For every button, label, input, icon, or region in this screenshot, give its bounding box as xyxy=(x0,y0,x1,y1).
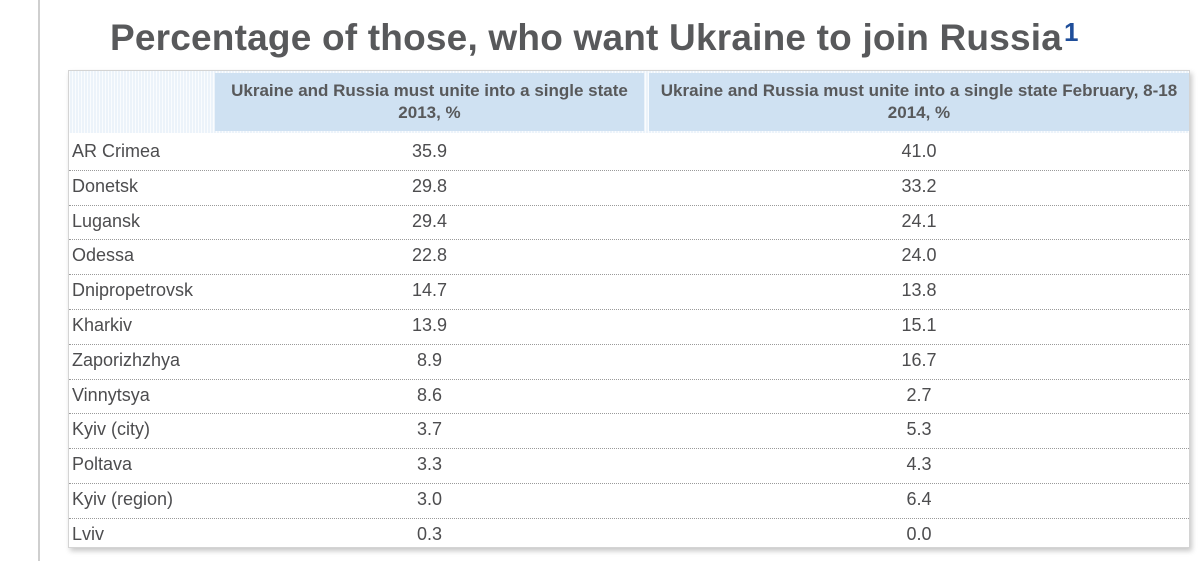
region-cell: Odessa xyxy=(72,245,135,266)
column-header-2013: Ukraine and Russia must unite into a sin… xyxy=(215,73,644,131)
value-2014-cell: 0.0 xyxy=(906,523,932,544)
data-table: Ukraine and Russia must unite into a sin… xyxy=(68,70,1190,548)
value-2014-cell: 2.7 xyxy=(906,384,932,405)
chart-title: Percentage of those, who want Ukraine to… xyxy=(110,14,1190,62)
value-2014-cell: 13.8 xyxy=(901,280,937,301)
value-2013-cell: 0.3 xyxy=(416,523,443,544)
value-2014-cell: 5.3 xyxy=(906,419,932,440)
value-2013-cell: 3.7 xyxy=(416,419,443,440)
region-cell: Dnipropetrovsk xyxy=(72,280,194,301)
value-2014-cell: 16.7 xyxy=(901,349,937,370)
left-border-line xyxy=(38,0,40,561)
table-row: Zaporizhzhya 8.9 16.7 xyxy=(69,345,1189,380)
region-cell: Lviv xyxy=(72,523,105,544)
table-row: Vinnytsya 8.6 2.7 xyxy=(69,380,1189,415)
value-2014-cell: 15.1 xyxy=(901,314,937,335)
value-2014-cell: 33.2 xyxy=(901,175,937,196)
table-row: Lviv 0.3 0.0 xyxy=(69,519,1189,554)
value-2013-cell: 22.8 xyxy=(411,245,448,266)
value-2013-cell: 29.4 xyxy=(411,210,448,231)
value-2013-cell: 3.0 xyxy=(416,488,443,509)
region-cell: Poltava xyxy=(72,454,133,475)
value-2013-cell: 14.7 xyxy=(411,280,448,301)
table-row: Kyiv (city) 3.7 5.3 xyxy=(69,414,1189,450)
value-2013-cell: 29.8 xyxy=(411,175,448,196)
table-row: Kyiv (region) 3.0 6.4 xyxy=(69,484,1189,519)
region-cell: Zaporizhzhya xyxy=(72,349,181,370)
table-row: Donetsk 29.8 33.2 xyxy=(69,171,1189,206)
value-2013-cell: 13.9 xyxy=(411,314,448,335)
region-cell: Kyiv (city) xyxy=(72,419,150,440)
value-2014-cell: 41.0 xyxy=(901,141,937,161)
table-row: Lugansk 29.4 24.1 xyxy=(69,206,1189,241)
title-footnote-marker[interactable]: 1 xyxy=(1064,17,1079,47)
value-2013-cell: 35.9 xyxy=(411,141,448,161)
column-header-2014: Ukraine and Russia must unite into a sin… xyxy=(649,73,1189,131)
region-cell: AR Crimea xyxy=(72,141,161,161)
value-2013-cell: 3.3 xyxy=(416,454,443,475)
value-2014-cell: 4.3 xyxy=(906,454,932,475)
value-2013-cell: 8.9 xyxy=(416,349,443,370)
value-2014-cell: 24.0 xyxy=(901,245,937,266)
table-row: Kharkiv 13.9 15.1 xyxy=(69,310,1189,345)
table-row: AR Crimea 35.9 41.0 xyxy=(69,136,1189,171)
value-2014-cell: 24.1 xyxy=(901,210,937,231)
region-cell: Donetsk xyxy=(72,175,139,196)
table-body: AR Crimea 35.9 41.0 Donetsk 29.8 33.2 Lu… xyxy=(69,136,1189,554)
region-cell: Kharkiv xyxy=(72,314,133,335)
region-cell: Lugansk xyxy=(72,210,141,231)
value-2013-cell: 8.6 xyxy=(416,384,443,405)
table-row: Odessa 22.8 24.0 xyxy=(69,240,1189,276)
value-2014-cell: 6.4 xyxy=(906,488,932,509)
region-cell: Vinnytsya xyxy=(72,384,150,405)
table-row: Poltava 3.3 4.3 xyxy=(69,449,1189,484)
table-row: Dnipropetrovsk 14.7 13.8 xyxy=(69,275,1189,310)
chart-title-text: Percentage of those, who want Ukraine to… xyxy=(110,17,1063,58)
region-cell: Kyiv (region) xyxy=(72,488,174,509)
